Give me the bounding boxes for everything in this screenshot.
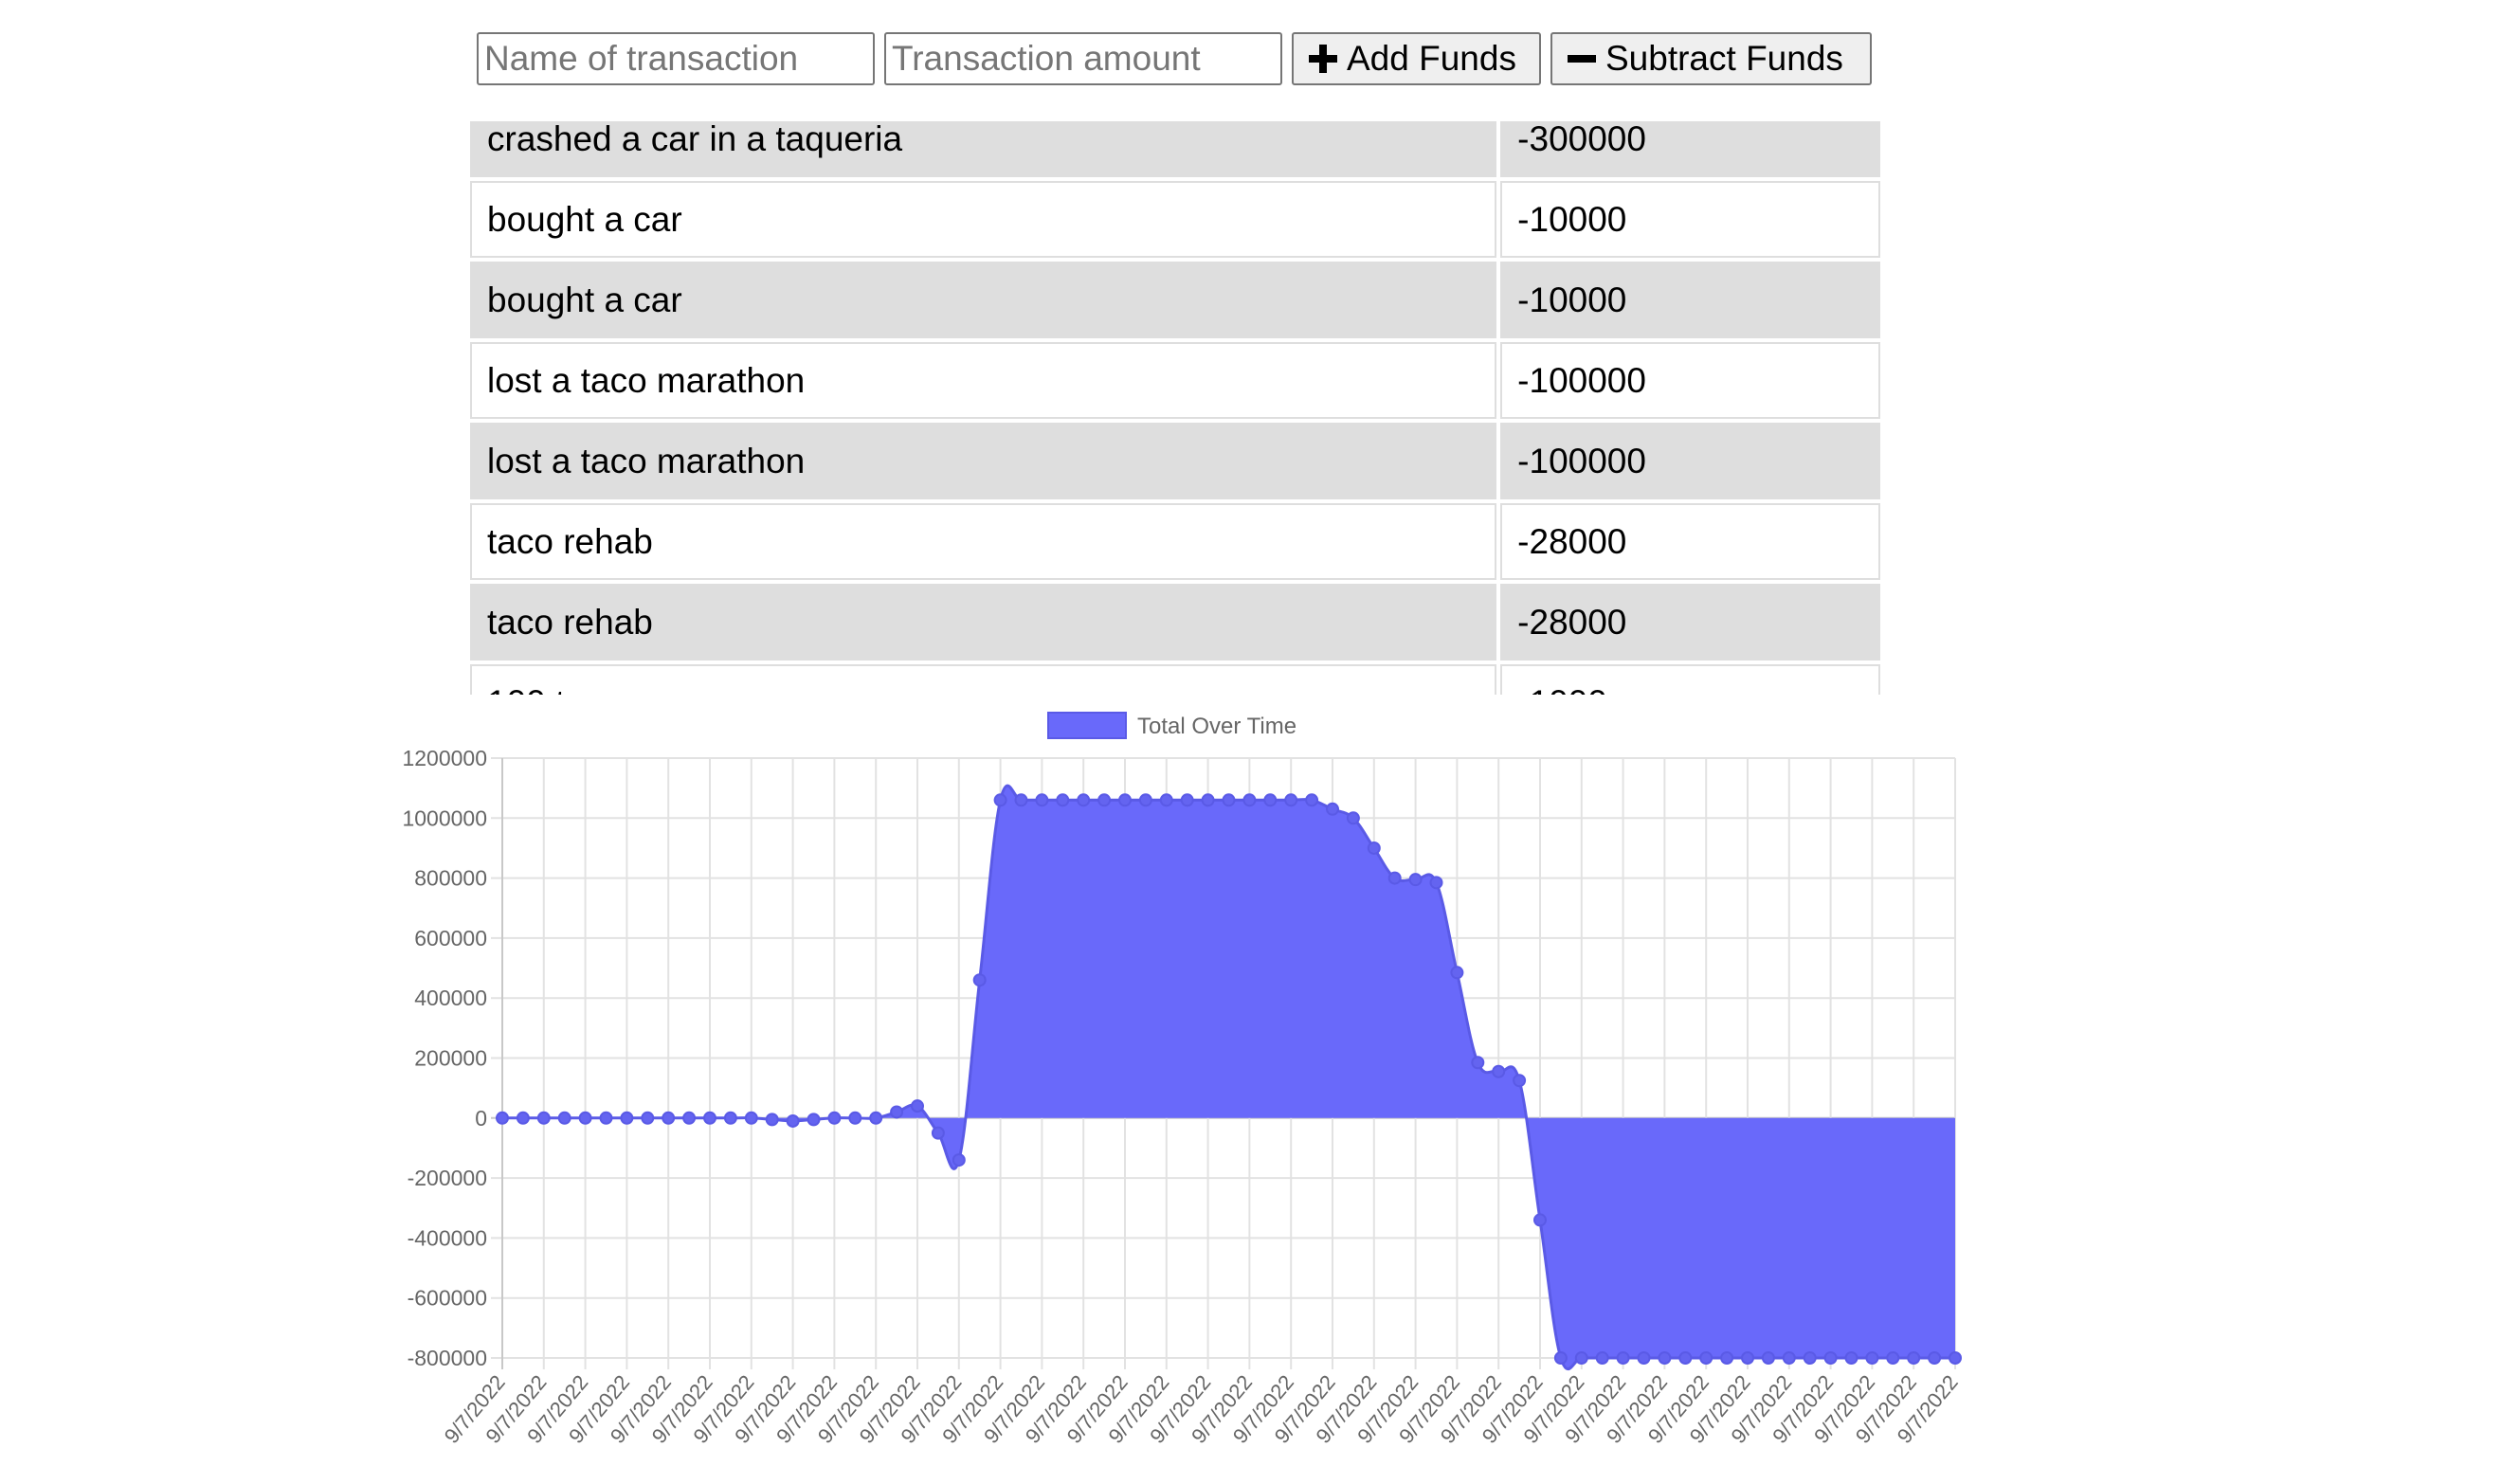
y-tick-label: 800000	[414, 866, 487, 891]
data-point[interactable]	[1389, 873, 1401, 884]
data-point[interactable]	[725, 1113, 736, 1124]
data-point[interactable]	[1618, 1352, 1629, 1364]
data-point[interactable]	[1451, 967, 1462, 978]
data-point[interactable]	[1700, 1352, 1712, 1364]
data-point[interactable]	[1078, 794, 1089, 805]
data-point[interactable]	[870, 1113, 881, 1124]
data-point[interactable]	[1742, 1352, 1753, 1364]
data-point[interactable]	[1410, 874, 1422, 885]
y-tick-label: 1000000	[402, 805, 487, 830]
data-point[interactable]	[1098, 794, 1110, 805]
data-point[interactable]	[1224, 794, 1235, 805]
data-point[interactable]	[1866, 1352, 1877, 1364]
chart-legend[interactable]: Total Over Time	[1048, 713, 1296, 739]
data-point[interactable]	[1431, 877, 1442, 888]
data-point[interactable]	[1243, 794, 1255, 805]
data-point[interactable]	[517, 1113, 529, 1124]
data-point[interactable]	[995, 794, 1006, 805]
data-point[interactable]	[1721, 1352, 1732, 1364]
data-point[interactable]	[1306, 794, 1317, 805]
data-point[interactable]	[1929, 1352, 1940, 1364]
data-point[interactable]	[788, 1115, 799, 1127]
data-point[interactable]	[1825, 1352, 1837, 1364]
data-point[interactable]	[580, 1113, 591, 1124]
data-point[interactable]	[1908, 1352, 1919, 1364]
y-tick-label: -400000	[408, 1225, 487, 1250]
data-point[interactable]	[1369, 842, 1380, 854]
data-point[interactable]	[1493, 1066, 1504, 1077]
data-point[interactable]	[1514, 1075, 1525, 1086]
y-tick-label: -200000	[408, 1166, 487, 1190]
data-point[interactable]	[1639, 1352, 1650, 1364]
data-point[interactable]	[953, 1154, 965, 1166]
y-tick-label: 400000	[414, 986, 487, 1010]
data-point[interactable]	[849, 1113, 861, 1124]
chart-plot	[497, 786, 1961, 1369]
y-tick-label: 0	[475, 1106, 487, 1131]
legend-swatch	[1048, 713, 1126, 738]
data-point[interactable]	[1161, 794, 1172, 805]
data-point[interactable]	[974, 974, 986, 986]
data-point[interactable]	[1949, 1352, 1961, 1364]
data-point[interactable]	[1659, 1352, 1670, 1364]
data-point[interactable]	[601, 1113, 612, 1124]
data-point[interactable]	[933, 1128, 944, 1139]
data-point[interactable]	[1016, 794, 1027, 805]
data-point[interactable]	[1555, 1352, 1567, 1364]
data-point[interactable]	[1846, 1352, 1858, 1364]
data-point[interactable]	[1804, 1352, 1816, 1364]
data-point[interactable]	[662, 1113, 674, 1124]
data-point[interactable]	[1057, 794, 1068, 805]
data-point[interactable]	[1327, 804, 1338, 815]
data-point[interactable]	[642, 1113, 653, 1124]
series-area	[502, 786, 1955, 1369]
x-axis-ticks: 9/7/20229/7/20229/7/20229/7/20229/7/2022…	[440, 1370, 1963, 1448]
y-tick-label: 200000	[414, 1046, 487, 1071]
data-point[interactable]	[704, 1113, 716, 1124]
data-point[interactable]	[808, 1113, 820, 1125]
data-point[interactable]	[1472, 1057, 1483, 1068]
y-tick-label: -600000	[408, 1286, 487, 1311]
y-tick-label: -800000	[408, 1346, 487, 1370]
data-point[interactable]	[1140, 794, 1151, 805]
data-point[interactable]	[1597, 1352, 1608, 1364]
data-point[interactable]	[767, 1113, 778, 1125]
data-point[interactable]	[497, 1113, 508, 1124]
data-point[interactable]	[559, 1113, 571, 1124]
data-point[interactable]	[1887, 1352, 1898, 1364]
data-point[interactable]	[683, 1113, 695, 1124]
data-point[interactable]	[1679, 1352, 1691, 1364]
y-tick-label: 600000	[414, 926, 487, 950]
data-point[interactable]	[1763, 1352, 1774, 1364]
legend-label: Total Over Time	[1137, 714, 1296, 739]
data-point[interactable]	[1534, 1214, 1546, 1225]
data-point[interactable]	[1182, 794, 1193, 805]
data-point[interactable]	[746, 1113, 757, 1124]
data-point[interactable]	[1784, 1352, 1795, 1364]
data-point[interactable]	[891, 1106, 902, 1117]
y-axis-ticks: 1200000 1000000 800000 600000 400000 200000 0 -…	[402, 746, 487, 1370]
data-point[interactable]	[1348, 812, 1359, 823]
data-point[interactable]	[621, 1113, 632, 1124]
data-point[interactable]	[538, 1113, 550, 1124]
y-tick-label: 1200000	[402, 746, 487, 770]
data-point[interactable]	[1576, 1352, 1587, 1364]
data-point[interactable]	[1119, 794, 1131, 805]
data-point[interactable]	[1264, 794, 1276, 805]
data-point[interactable]	[1203, 794, 1214, 805]
data-point[interactable]	[828, 1113, 840, 1124]
data-point[interactable]	[912, 1100, 923, 1112]
data-point[interactable]	[1285, 794, 1296, 805]
data-point[interactable]	[1036, 794, 1047, 805]
